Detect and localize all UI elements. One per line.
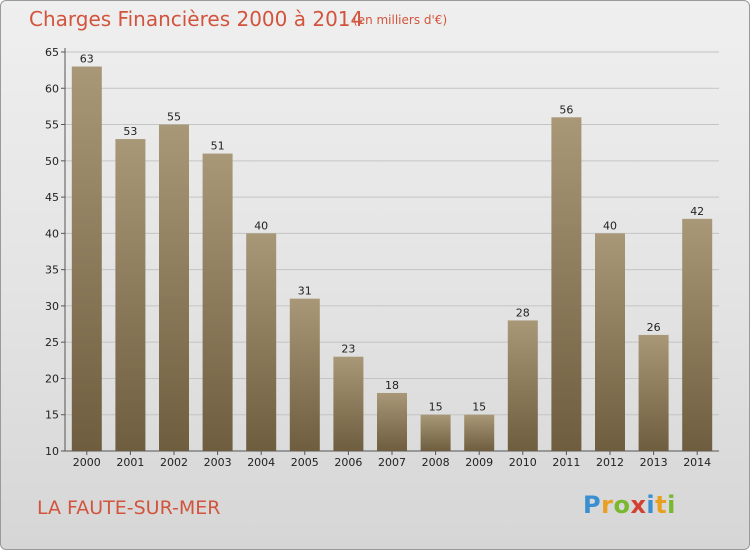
data-label: 31 bbox=[298, 285, 312, 298]
bar bbox=[682, 218, 713, 451]
y-tick-label: 10 bbox=[45, 445, 59, 458]
proxiti-logo: Proxiti bbox=[583, 491, 676, 519]
y-tick-label: 65 bbox=[45, 46, 59, 59]
commune-name: LA FAUTE-SUR-MER bbox=[37, 497, 221, 519]
logo-letter: P bbox=[583, 491, 602, 519]
bar bbox=[246, 233, 277, 451]
logo-letter: x bbox=[630, 491, 647, 519]
x-tick-label: 2004 bbox=[247, 456, 275, 469]
bar bbox=[638, 334, 669, 451]
bar bbox=[289, 298, 320, 451]
y-tick-label: 35 bbox=[45, 264, 59, 277]
bar bbox=[507, 320, 538, 451]
x-tick-label: 2013 bbox=[640, 456, 668, 469]
x-tick-label: 2014 bbox=[683, 456, 711, 469]
y-tick-label: 50 bbox=[45, 155, 59, 168]
y-tick-label: 45 bbox=[45, 191, 59, 204]
y-tick-label: 25 bbox=[45, 336, 59, 349]
bar bbox=[377, 392, 407, 451]
y-tick-label: 40 bbox=[45, 227, 59, 240]
data-label: 42 bbox=[690, 205, 704, 218]
y-tick-label: 30 bbox=[45, 300, 59, 313]
data-label: 53 bbox=[123, 125, 137, 138]
logo-letter: o bbox=[613, 491, 631, 519]
bar bbox=[159, 124, 189, 451]
bar bbox=[333, 356, 364, 451]
x-tick-label: 2012 bbox=[596, 456, 624, 469]
x-tick-label: 2007 bbox=[378, 456, 406, 469]
data-label: 40 bbox=[603, 219, 617, 232]
bar bbox=[202, 153, 233, 451]
x-tick-label: 2011 bbox=[552, 456, 580, 469]
data-label: 63 bbox=[80, 53, 94, 66]
bar bbox=[115, 139, 146, 451]
x-tick-label: 2000 bbox=[73, 456, 101, 469]
bar bbox=[71, 66, 102, 451]
x-tick-label: 2010 bbox=[509, 456, 537, 469]
logo-letter: i bbox=[646, 491, 656, 519]
chart-title: Charges Financières 2000 à 2014 bbox=[29, 7, 364, 31]
data-label: 51 bbox=[211, 140, 225, 153]
x-tick-label: 2006 bbox=[334, 456, 362, 469]
x-tick-label: 2002 bbox=[160, 456, 188, 469]
y-tick-label: 60 bbox=[45, 82, 59, 95]
bar bbox=[595, 233, 625, 451]
data-labels: 63 53 55 51 40 31 23 18 15 15 28 56 40 26 42 bbox=[80, 53, 704, 414]
data-label: 18 bbox=[385, 379, 399, 392]
logo-letter: r bbox=[601, 491, 614, 519]
data-label: 23 bbox=[341, 343, 355, 356]
data-label: 28 bbox=[516, 306, 530, 319]
bar bbox=[551, 117, 582, 452]
bar bbox=[420, 414, 451, 451]
data-label: 40 bbox=[254, 219, 268, 232]
y-tick-label: 20 bbox=[45, 372, 59, 385]
x-tick-label: 2008 bbox=[422, 456, 450, 469]
x-tick-label: 2009 bbox=[465, 456, 493, 469]
chart-subtitle: (en milliers d'€) bbox=[353, 13, 448, 27]
x-tick-label: 2003 bbox=[204, 456, 232, 469]
logo-letter: i bbox=[667, 491, 676, 519]
data-label: 55 bbox=[167, 111, 181, 124]
data-label: 15 bbox=[472, 401, 486, 414]
logo-letter: t bbox=[655, 491, 668, 519]
x-tick-label: 2001 bbox=[116, 456, 144, 469]
data-label: 15 bbox=[429, 401, 443, 414]
y-tick-label: 55 bbox=[45, 119, 59, 132]
y-tick-label: 15 bbox=[45, 409, 59, 422]
bars bbox=[71, 66, 713, 452]
data-label: 56 bbox=[559, 103, 573, 116]
x-tick-label: 2005 bbox=[291, 456, 319, 469]
data-label: 26 bbox=[647, 321, 661, 334]
bar bbox=[464, 414, 495, 451]
